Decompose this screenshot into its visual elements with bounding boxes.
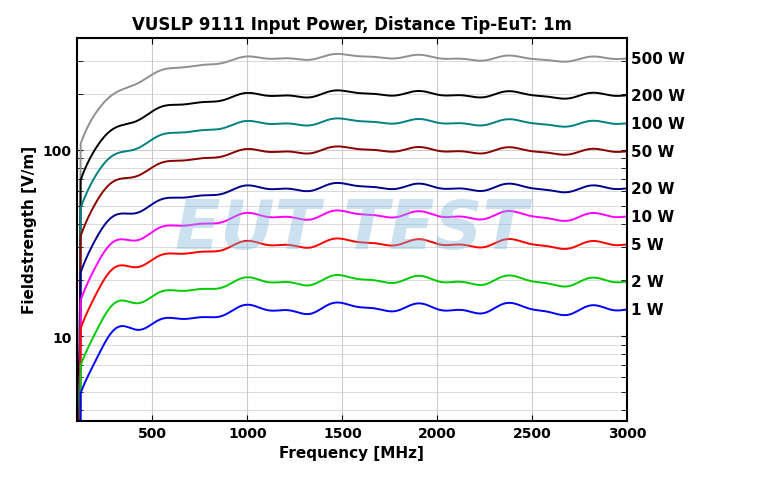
- Text: 1 W: 1 W: [631, 302, 664, 318]
- Text: 500 W: 500 W: [631, 52, 685, 67]
- Text: 2 W: 2 W: [631, 274, 664, 289]
- X-axis label: Frequency [MHz]: Frequency [MHz]: [279, 445, 425, 460]
- Text: 50 W: 50 W: [631, 145, 675, 160]
- Text: 20 W: 20 W: [631, 182, 675, 197]
- Text: 200 W: 200 W: [631, 89, 685, 104]
- Text: 10 W: 10 W: [631, 210, 675, 225]
- Text: 100 W: 100 W: [631, 117, 685, 132]
- Text: 5 W: 5 W: [631, 238, 664, 252]
- Title: VUSLP 9111 Input Power, Distance Tip-EuT: 1m: VUSLP 9111 Input Power, Distance Tip-EuT…: [132, 16, 572, 34]
- Y-axis label: Fieldstrength [V/m]: Fieldstrength [V/m]: [22, 146, 37, 314]
- Text: EUT TEST: EUT TEST: [175, 197, 529, 263]
